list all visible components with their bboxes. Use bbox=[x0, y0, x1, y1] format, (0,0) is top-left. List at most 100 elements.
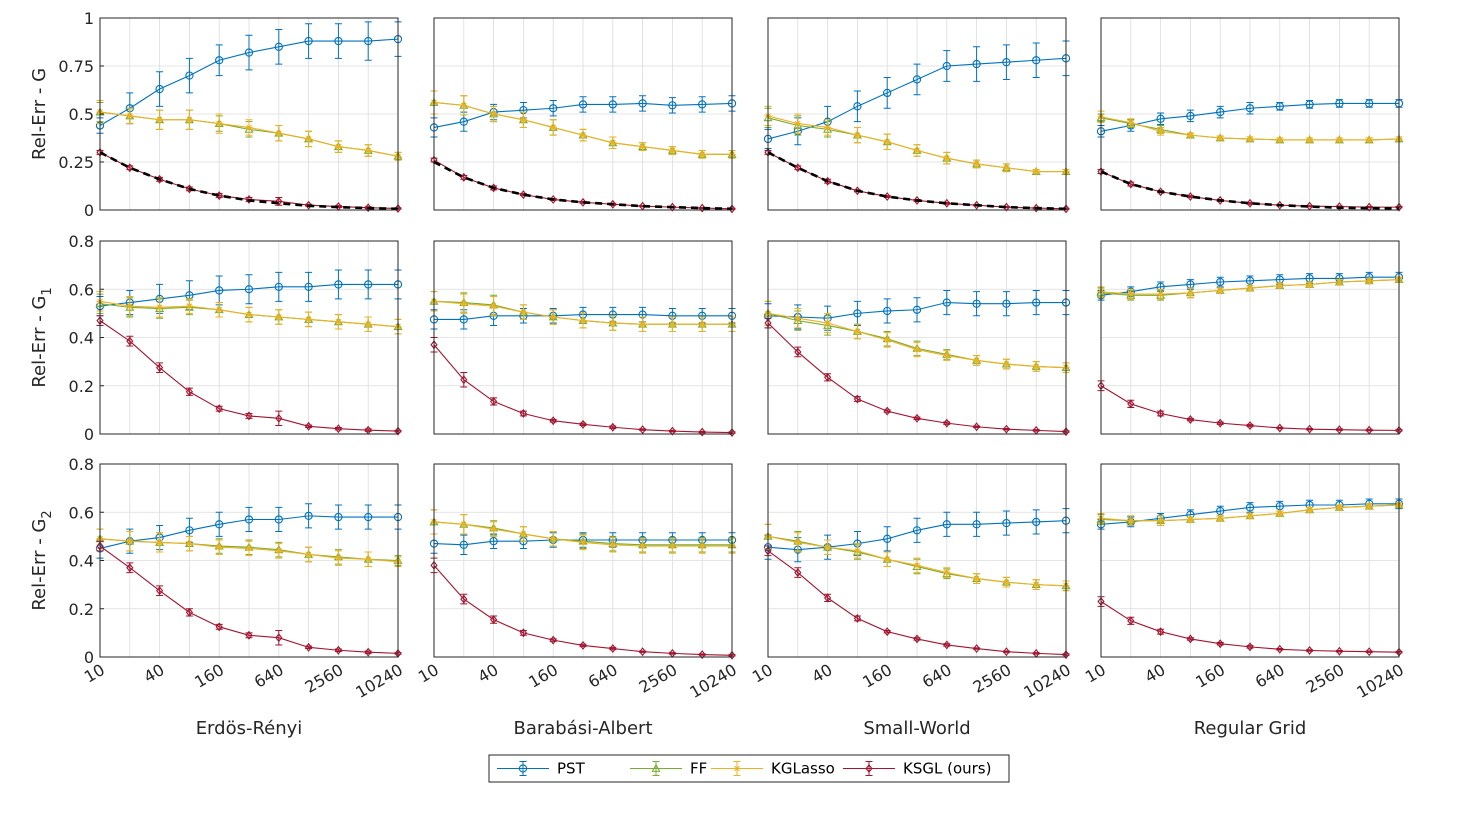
x-tick-label: 40 bbox=[808, 660, 835, 687]
data-point bbox=[334, 36, 343, 46]
data-point bbox=[215, 56, 224, 65]
data-point bbox=[579, 419, 587, 429]
data-point bbox=[215, 622, 223, 632]
data-point bbox=[1246, 135, 1254, 143]
x-tick-label: 40 bbox=[474, 660, 501, 687]
data-point bbox=[519, 308, 527, 316]
data-point bbox=[519, 190, 527, 200]
data-point bbox=[1032, 56, 1041, 65]
series-kglasso bbox=[1097, 276, 1403, 300]
data-point bbox=[519, 628, 527, 638]
data-point bbox=[305, 550, 313, 559]
data-point bbox=[274, 282, 283, 291]
data-point bbox=[824, 372, 832, 382]
x-tick-label: 160 bbox=[859, 660, 895, 692]
column-label: Regular Grid bbox=[1194, 718, 1307, 739]
series-line bbox=[1100, 170, 1400, 210]
series-line bbox=[433, 344, 733, 434]
y-tick-label: 0.2 bbox=[69, 377, 94, 396]
series-line bbox=[767, 301, 1066, 319]
series-line bbox=[1100, 276, 1399, 296]
data-point bbox=[609, 541, 617, 549]
series-line bbox=[767, 550, 1067, 656]
data-point bbox=[126, 563, 134, 573]
data-point bbox=[1305, 100, 1314, 109]
panel-r2-c3 bbox=[763, 240, 1071, 437]
data-point bbox=[1186, 111, 1195, 121]
data-point bbox=[394, 426, 402, 436]
column-label: Small-World bbox=[863, 718, 970, 739]
data-point bbox=[794, 120, 802, 128]
series-ksgl-ours bbox=[430, 337, 736, 438]
data-point bbox=[1335, 278, 1343, 286]
data-point bbox=[1127, 616, 1135, 626]
data-point bbox=[668, 426, 676, 436]
series-line bbox=[99, 545, 399, 654]
data-point bbox=[1365, 136, 1373, 144]
data-point bbox=[1306, 136, 1314, 144]
data-point bbox=[639, 425, 647, 435]
data-point bbox=[1002, 424, 1010, 434]
x-tick-label: 40 bbox=[140, 660, 167, 687]
data-point bbox=[1246, 642, 1254, 652]
series-ground-truth bbox=[1100, 170, 1400, 210]
data-point bbox=[698, 427, 706, 437]
data-point bbox=[215, 404, 223, 414]
plot-frame bbox=[1100, 463, 1400, 658]
data-point bbox=[1306, 424, 1314, 434]
data-point bbox=[185, 607, 193, 617]
data-point bbox=[639, 320, 647, 328]
data-point bbox=[728, 650, 736, 660]
panel-r2-c2 bbox=[429, 240, 737, 438]
data-point bbox=[1127, 399, 1135, 409]
series-ksgl-ours bbox=[1097, 380, 1403, 435]
panel-r3-c2: 10 40 160 640 2560 10240 Barabási-Albert bbox=[415, 463, 740, 739]
data-point bbox=[334, 645, 342, 655]
data-point bbox=[1306, 280, 1314, 289]
data-point bbox=[274, 42, 283, 51]
panel-r3-c3: 10 40 160 640 2560 10240 Small-World bbox=[749, 463, 1074, 739]
x-tick-label: 640 bbox=[919, 660, 955, 692]
data-point bbox=[1276, 644, 1284, 654]
data-point bbox=[943, 640, 951, 650]
data-point bbox=[609, 644, 617, 654]
data-point bbox=[698, 650, 706, 660]
data-point bbox=[275, 129, 283, 137]
plot-frame bbox=[433, 463, 733, 658]
data-point bbox=[185, 71, 194, 80]
data-point bbox=[459, 315, 468, 324]
data-point bbox=[1002, 518, 1011, 528]
data-point bbox=[698, 100, 707, 109]
y-tick-label: 0.6 bbox=[69, 280, 94, 299]
data-point bbox=[942, 520, 951, 529]
data-point bbox=[490, 615, 498, 625]
data-point bbox=[578, 100, 588, 109]
series-ksgl-ours bbox=[430, 557, 736, 660]
data-point bbox=[1335, 425, 1343, 435]
panel-r2-c4 bbox=[1096, 240, 1404, 435]
data-point bbox=[638, 99, 647, 108]
data-point bbox=[883, 306, 892, 316]
data-point bbox=[639, 542, 647, 550]
data-point bbox=[883, 534, 892, 543]
series-line bbox=[1100, 385, 1400, 431]
data-point bbox=[668, 101, 677, 110]
data-point bbox=[1246, 512, 1254, 520]
data-point bbox=[698, 320, 706, 328]
data-point bbox=[1032, 168, 1040, 176]
legend-item-ksgl-ours: KSGL (ours) bbox=[843, 760, 991, 778]
data-point bbox=[245, 630, 253, 640]
data-point bbox=[1335, 503, 1343, 512]
y-tick-label: 0.2 bbox=[69, 600, 94, 619]
data-point bbox=[913, 413, 921, 423]
x-tick-label: 10 bbox=[1082, 660, 1109, 687]
data-point bbox=[126, 112, 134, 120]
data-point bbox=[1127, 290, 1135, 298]
data-point bbox=[579, 131, 587, 139]
legend-label: KSGL (ours) bbox=[903, 760, 991, 778]
panel-r1-c4 bbox=[1096, 17, 1404, 212]
data-point bbox=[1002, 360, 1010, 368]
data-point bbox=[1365, 502, 1373, 510]
data-point bbox=[1157, 409, 1165, 418]
y-axis-label: Rel-Err - G bbox=[29, 68, 50, 160]
